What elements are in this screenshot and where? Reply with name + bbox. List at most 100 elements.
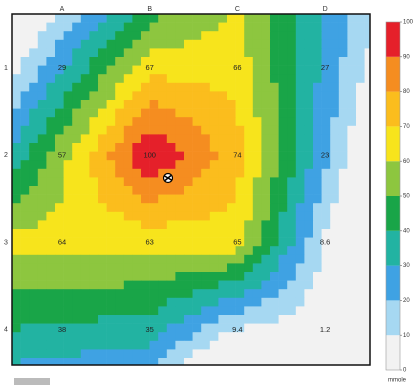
field-cell (106, 254, 116, 264)
field-cell (20, 194, 30, 204)
field-cell (132, 280, 142, 290)
field-cell (287, 340, 297, 350)
field-cell (12, 332, 21, 342)
field-cell (364, 323, 371, 333)
field-cell (313, 39, 322, 49)
field-cell (356, 332, 365, 342)
field-cell (141, 340, 150, 350)
field-cell (149, 186, 159, 195)
field-cell (287, 229, 297, 238)
field-cell (46, 117, 56, 127)
field-cell (12, 229, 21, 238)
field-cell (347, 203, 357, 213)
field-cell (115, 323, 125, 333)
field-cell (12, 323, 21, 333)
field-cell (261, 14, 271, 23)
field-cell (330, 280, 340, 290)
field-cell (364, 22, 371, 32)
field-cell (106, 14, 116, 23)
field-cell (166, 160, 176, 170)
field-cell (184, 220, 193, 230)
field-cell (89, 272, 99, 281)
field-cell (149, 229, 159, 238)
field-cell (72, 82, 82, 92)
field-cell (12, 82, 21, 92)
field-cell (192, 186, 202, 195)
field-cell (55, 186, 64, 195)
field-cell (98, 74, 107, 84)
field-cell (244, 194, 254, 204)
field-cell (304, 151, 314, 161)
field-cell (278, 100, 288, 109)
field-cell (149, 177, 159, 187)
field-cell (235, 177, 245, 187)
field-cell (244, 48, 254, 58)
field-cell (261, 134, 271, 144)
field-cell (184, 340, 193, 350)
field-cell (166, 125, 176, 135)
field-cell (132, 57, 142, 66)
field-cell (55, 203, 64, 213)
field-cell (132, 48, 142, 58)
field-cell (166, 134, 176, 144)
field-cell (227, 297, 236, 307)
field-cell (244, 39, 254, 49)
field-cell (123, 229, 133, 238)
field-cell (158, 349, 168, 359)
field-cell (149, 125, 159, 135)
field-cell (20, 168, 30, 178)
field-cell (98, 340, 107, 350)
field-cell (166, 254, 176, 264)
field-cell (278, 349, 288, 359)
field-cell (235, 48, 245, 58)
field-cell (218, 125, 228, 135)
field-cell (12, 349, 21, 359)
row-label: 3 (4, 239, 8, 246)
field-cell (192, 246, 202, 256)
field-cell (72, 48, 82, 58)
field-cell (20, 151, 30, 161)
field-cell (304, 22, 314, 32)
field-cell (209, 323, 219, 333)
field-cell (218, 57, 228, 66)
field-cell (72, 177, 82, 187)
field-cell (123, 220, 133, 230)
field-cell (37, 237, 47, 247)
field-cell (278, 39, 288, 49)
field-cell (313, 143, 322, 152)
field-cell (201, 332, 211, 342)
field-cell (304, 117, 314, 127)
column-label: B (147, 6, 152, 13)
field-cell (192, 229, 202, 238)
field-cell (20, 108, 30, 118)
field-cell (115, 306, 125, 316)
field-cell (175, 22, 185, 32)
field-cell (149, 280, 159, 290)
field-cell (20, 220, 30, 230)
field-cell (278, 229, 288, 238)
field-cell (12, 74, 21, 84)
column-label: D (323, 6, 328, 13)
field-cell (287, 143, 297, 152)
field-cell (29, 203, 39, 213)
field-cell (270, 108, 279, 118)
field-cell (356, 263, 365, 273)
field-cell (244, 263, 254, 273)
field-cell (261, 108, 271, 118)
field-cell (209, 168, 219, 178)
field-cell (98, 134, 107, 144)
field-cell (98, 22, 107, 32)
field-cell (209, 125, 219, 135)
value-label: 74 (233, 150, 241, 159)
field-cell (278, 143, 288, 152)
field-cell (227, 39, 236, 49)
colorbar-swatch (386, 300, 400, 336)
colorbar-tick-label: 100 (403, 20, 414, 26)
field-cell (89, 237, 99, 247)
field-cell (63, 203, 73, 213)
field-cell (184, 57, 193, 66)
field-cell (149, 246, 159, 256)
field-cell (29, 229, 39, 238)
field-cell (330, 211, 340, 221)
field-cell (37, 48, 47, 58)
